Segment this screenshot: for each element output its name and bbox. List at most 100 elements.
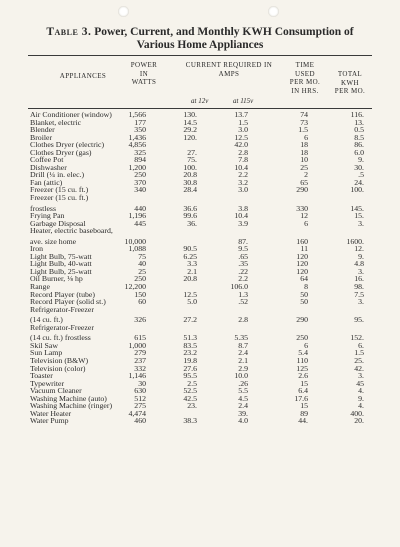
hours-per-month: 1.5 — [298, 125, 308, 135]
amps-12v: 2.5 — [187, 378, 197, 388]
appliance-name: Freezer (15 cu. ft.) — [30, 185, 89, 195]
table-row: Typewriter 30 2.5 .26 15 45 — [0, 378, 400, 388]
amps-12v: 23. — [187, 401, 197, 411]
amps-115v: 2.1 — [238, 355, 248, 365]
power-watts: 460 — [134, 416, 146, 426]
power-watts: 1,436 — [128, 132, 146, 142]
kwh-per-month: 8.5 — [354, 132, 364, 142]
appliance-name: Sun Lamp — [30, 348, 63, 358]
table-row: Skil Saw 1,000 83.5 8.7 6 6. — [0, 342, 400, 350]
header-power: POWER IN WATTS — [130, 61, 158, 86]
kwh-per-month: 6.0 — [354, 147, 364, 157]
amps-115v: 2.4 — [238, 401, 248, 411]
appliance-name: (14 cu. ft.) frostless — [30, 333, 91, 343]
kwh-per-month: 13. — [354, 117, 364, 127]
hours-per-month: 50 — [300, 297, 308, 307]
power-watts: 1,146 — [128, 371, 146, 381]
amps-12v: 14.5 — [183, 117, 197, 127]
table-row: (14 cu. ft.) 326 27.2 2.8 290 95. — [0, 316, 400, 324]
hours-per-month: 2.6 — [298, 371, 308, 381]
hours-per-month: 6.4 — [298, 386, 308, 396]
power-watts: 30 — [138, 378, 146, 388]
hours-per-month: 290 — [296, 185, 308, 195]
table-row: Fan (attic) 370 30.8 3.2 65 24. — [0, 179, 400, 187]
kwh-per-month: 152. — [350, 333, 364, 343]
appliance-name: Freezer (15 cu. ft.) — [30, 193, 89, 203]
amps-12v: 2.1 — [187, 266, 197, 276]
table-row: Refrigerator-Freezer — [0, 324, 400, 332]
amps-115v: 106.0 — [230, 282, 248, 292]
amps-12v: 130. — [183, 110, 197, 119]
hours-per-month: 10 — [300, 155, 308, 165]
table-row: Television (color) 332 27.6 2.9 125 42. — [0, 363, 400, 373]
punch-hole — [118, 6, 129, 17]
kwh-per-month: 3. — [358, 266, 364, 276]
punch-hole — [268, 6, 279, 17]
power-watts: 340 — [134, 185, 146, 195]
appliance-name: Drill (¼ in. elec.) — [30, 170, 85, 180]
amps-115v: .35 — [238, 259, 248, 269]
table-row: Washing Machine (auto) 512 42.5 4.5 17.6 9. — [0, 395, 400, 403]
table-row: Blender 350 29.2 3.0 1.5 0.5 — [0, 126, 400, 134]
table-row: Oil Burner, ⅛ hp 250 20.8 2.2 64 16. — [0, 275, 400, 283]
appliance-name: Toaster — [30, 371, 53, 381]
appliance-name: Vacuum Cleaner — [30, 386, 82, 396]
kwh-per-month: 145. — [350, 203, 364, 213]
amps-12v: 27. — [187, 147, 197, 157]
subheader-115v: at 115v — [233, 97, 254, 105]
kwh-per-month: 86. — [354, 140, 364, 150]
power-watts: 10,000 — [124, 236, 146, 246]
kwh-per-month: 16. — [354, 274, 364, 284]
table-row: Frying Pan 1,196 99.6 10.4 12 15. — [0, 212, 400, 220]
kwh-per-month: 24. — [354, 177, 364, 187]
kwh-per-month: .5 — [358, 170, 364, 180]
amps-115v: 2.2 — [238, 274, 248, 284]
amps-12v: 20.8 — [183, 170, 197, 180]
appliance-name: ave. size home — [30, 236, 77, 246]
power-watts: 250 — [134, 274, 146, 284]
kwh-per-month: 95. — [354, 315, 364, 325]
amps-115v: 5.35 — [234, 333, 248, 343]
power-watts: 332 — [134, 363, 146, 373]
kwh-per-month: 6. — [358, 340, 364, 350]
hours-per-month: 50 — [300, 289, 308, 299]
table-row: Blanket, electric 177 14.5 1.5 73 13. — [0, 117, 400, 127]
power-watts: 1,566 — [128, 110, 146, 119]
table-row: ave. size home 10,000 87. 160 1600. — [0, 238, 400, 246]
kwh-per-month: 100. — [350, 185, 364, 195]
kwh-per-month: 9. — [358, 251, 364, 261]
amps-12v: 52.5 — [183, 386, 197, 396]
appliance-name: Frying Pan — [30, 211, 65, 221]
amps-12v: 19.8 — [183, 355, 197, 365]
amps-115v: 10.0 — [234, 371, 248, 381]
table-row: Light Bulb, 25-watt 25 2.1 .22 120 3. — [0, 268, 400, 276]
table-row: Iron 1,088 90.5 9.5 11 12. — [0, 245, 400, 253]
power-watts: 445 — [134, 218, 146, 228]
header-rule — [28, 108, 372, 109]
amps-12v: 20.8 — [183, 274, 197, 284]
amps-115v: 7.8 — [238, 155, 248, 165]
amps-115v: 3.0 — [238, 125, 248, 135]
amps-12v: 29.2 — [183, 125, 197, 135]
amps-115v: 1.5 — [238, 117, 248, 127]
amps-12v: 3.3 — [187, 259, 197, 269]
amps-12v: 42.5 — [183, 393, 197, 403]
power-watts: 370 — [134, 177, 146, 187]
amps-115v: 13.7 — [234, 110, 248, 119]
table-row: Heater, electric baseboard, — [0, 227, 400, 235]
appliance-name: Range — [30, 282, 50, 292]
kwh-per-month: 0.5 — [354, 125, 364, 135]
amps-12v: 12.5 — [183, 289, 197, 299]
amps-115v: 2.9 — [238, 363, 248, 373]
power-watts: 615 — [134, 333, 146, 343]
table-row: Broiler 1,436 120. 12.5 6 8.5 — [0, 132, 400, 142]
power-watts: 177 — [134, 117, 146, 127]
hours-per-month: 2 — [304, 170, 308, 180]
amps-115v: 39. — [238, 408, 248, 418]
power-watts: 60 — [138, 297, 146, 307]
table-row: Light Bulb, 40-watt 40 3.3 .35 120 4.8 — [0, 260, 400, 268]
amps-12v: 27.2 — [183, 315, 197, 325]
table-row: Record Player (tube) 150 12.5 1.3 50 7.5 — [0, 289, 400, 299]
table-body: Air Conditioner (window) 1,566 130. 13.7 74 1… — [0, 111, 400, 425]
power-watts: 75 — [138, 251, 146, 261]
